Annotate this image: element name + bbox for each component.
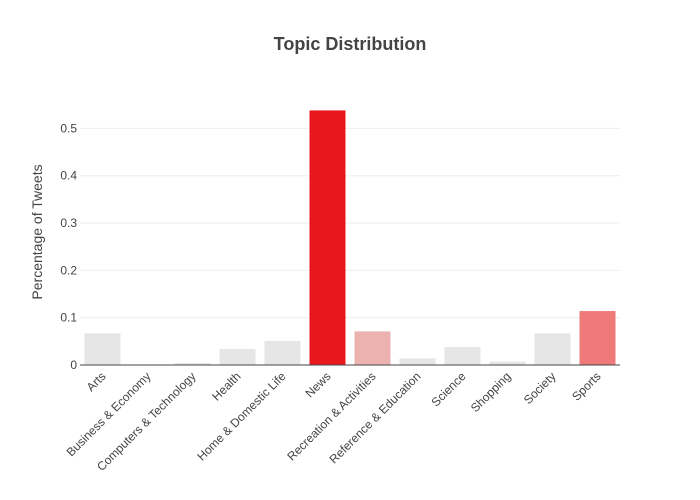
bar-computers-technology[interactable] [174,363,211,365]
gridlines [80,127,620,319]
x-tick-label: Shopping [468,369,514,415]
y-tick-label: 0 [70,358,77,372]
y-axis-label: Percentage of Tweets [29,164,45,299]
bar-sports[interactable] [579,311,616,365]
bar-shopping[interactable] [489,361,526,365]
chart-title: Topic Distribution [274,34,427,54]
x-tick-label: Science [429,369,469,409]
x-tick-label: Health [209,369,243,403]
bars [84,110,616,366]
bar-home-domestic-life[interactable] [264,340,301,365]
y-axis-ticks: 0 0.1 0.2 0.3 0.4 0.5 [60,121,77,372]
y-tick-label: 0.5 [60,121,77,135]
bar-health[interactable] [219,348,256,365]
bar-arts[interactable] [84,333,121,365]
x-tick-label: Arts [84,369,109,394]
bar-recreation-activities[interactable] [354,331,391,365]
x-tick-label: Business & Economy [64,369,154,459]
x-tick-label: Recreation & Activities [284,369,378,463]
y-tick-label: 0.3 [60,216,77,230]
x-tick-label: Society [521,369,559,407]
y-tick-label: 0.4 [60,169,77,183]
x-tick-label: News [302,369,333,400]
bar-society[interactable] [534,333,571,365]
y-tick-label: 0.2 [60,263,77,277]
bar-science[interactable] [444,347,481,365]
x-tick-label: Reference & Education [326,369,423,466]
bar-news[interactable] [309,110,346,366]
y-tick-label: 0.1 [60,311,77,325]
x-tick-label: Sports [569,369,603,403]
bar-reference-education[interactable] [399,358,436,365]
x-tick-label: Home & Domestic Life [194,369,289,464]
